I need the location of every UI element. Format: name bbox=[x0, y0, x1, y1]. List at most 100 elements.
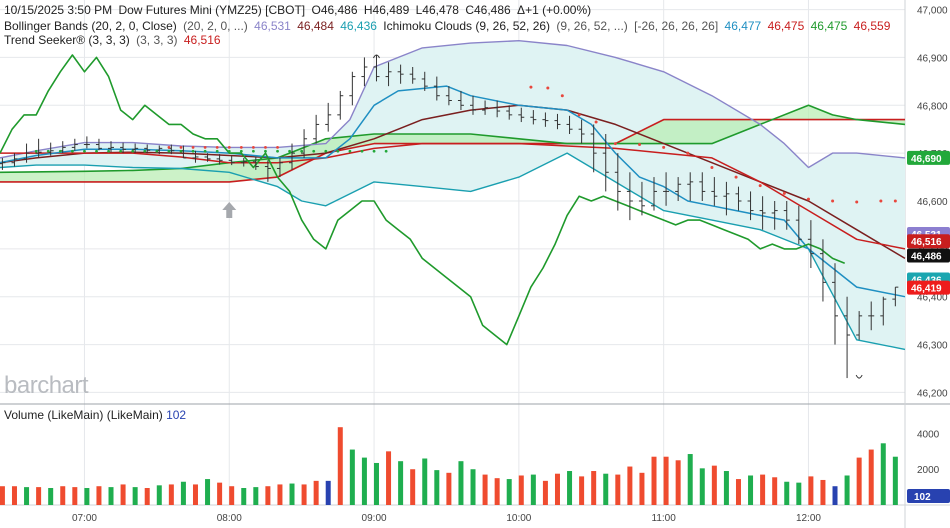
volume-bar bbox=[277, 484, 283, 505]
volume-bar bbox=[880, 443, 886, 505]
time-tick-label: 09:00 bbox=[362, 513, 387, 524]
price-bar bbox=[325, 102, 332, 132]
price-bar bbox=[651, 177, 658, 211]
legend-bb-short[interactable]: (20, 2, 0, ...) bbox=[183, 19, 248, 33]
price-bar bbox=[23, 143, 30, 163]
legend-close: C46,486 bbox=[465, 3, 511, 17]
price-bar bbox=[108, 141, 115, 153]
trend-seeker-dot bbox=[879, 199, 883, 203]
volume-bar bbox=[361, 457, 367, 505]
price-bar bbox=[626, 172, 633, 221]
trend-seeker-dot bbox=[252, 149, 255, 153]
volume-bar bbox=[0, 486, 5, 505]
trend-seeker-dot bbox=[239, 146, 243, 149]
volume-bar bbox=[808, 476, 814, 505]
trend-seeker-dot bbox=[131, 149, 135, 153]
trend-seeker-dot bbox=[167, 146, 171, 149]
volume-bar bbox=[711, 465, 717, 505]
price-bar bbox=[638, 181, 645, 216]
price-bar bbox=[301, 129, 308, 158]
volume-bar bbox=[229, 486, 235, 505]
chikou-line bbox=[0, 54, 845, 346]
trend-seeker-dot bbox=[384, 149, 388, 153]
price-bar bbox=[783, 201, 790, 230]
legend-ich-tenkan: 46,477 bbox=[724, 19, 762, 33]
volume-bar bbox=[868, 449, 874, 505]
legend-high: H46,489 bbox=[363, 3, 410, 17]
volume-bar bbox=[892, 456, 898, 505]
trend-seeker-dot bbox=[95, 149, 98, 153]
session-low-marker bbox=[855, 374, 863, 379]
price-bar bbox=[457, 90, 464, 111]
volume-bar bbox=[772, 477, 778, 505]
volume-bar bbox=[470, 469, 476, 505]
price-bar bbox=[542, 112, 549, 127]
trend-seeker-dots bbox=[34, 85, 897, 218]
price-bar bbox=[373, 55, 380, 82]
trend-seeker-dot bbox=[782, 191, 786, 195]
time-axis[interactable]: 07:00 08:00 09:00 10:00 11:00 12:00 bbox=[72, 513, 821, 524]
trend-seeker-dot bbox=[734, 175, 738, 179]
trend-seeker-dot bbox=[336, 149, 340, 153]
volume-bar bbox=[844, 475, 850, 505]
trend-seeker-dot bbox=[119, 149, 123, 153]
legend-bb-label[interactable]: Bollinger Bands (20, 2, 0, Close) bbox=[4, 19, 177, 33]
indicator-lines bbox=[0, 40, 906, 351]
price-bar bbox=[144, 144, 151, 154]
price-badge bbox=[907, 234, 950, 249]
price-bar bbox=[807, 220, 814, 268]
trend-seeker-dot bbox=[560, 94, 564, 98]
trend-seeker-dot bbox=[276, 146, 279, 149]
bollinger-fill bbox=[0, 40, 905, 350]
volume-bar bbox=[60, 486, 66, 505]
price-bar bbox=[892, 286, 899, 307]
volume-label[interactable]: Volume (LikeMain) bbox=[4, 408, 104, 422]
volume-bar bbox=[301, 484, 307, 505]
price-bar bbox=[445, 86, 452, 106]
price-bar bbox=[397, 64, 404, 84]
price-tick-label: 47,000 bbox=[917, 6, 948, 17]
price-badge bbox=[907, 280, 950, 295]
volume-last: 102 bbox=[166, 408, 187, 422]
volume-bar bbox=[760, 474, 766, 505]
trend-seeker-dot bbox=[348, 149, 352, 153]
price-tick-label: 46,900 bbox=[917, 53, 948, 64]
legend-ich-label[interactable]: Ichimoku Clouds (9, 26, 52, 26) bbox=[383, 19, 551, 33]
trend-seeker-dot bbox=[203, 146, 207, 149]
price-bar bbox=[349, 71, 356, 106]
volume-bar bbox=[168, 484, 174, 505]
legend-ich-params: [-26, 26, 26, 26] bbox=[634, 19, 719, 33]
price-bar bbox=[289, 143, 296, 170]
price-bar bbox=[723, 181, 730, 216]
price-bar bbox=[735, 186, 742, 211]
legend-bb-upper: 46,531 bbox=[254, 19, 291, 33]
trend-seeker-dot bbox=[215, 146, 219, 149]
session-high-marker bbox=[373, 54, 380, 59]
price-bar bbox=[71, 138, 78, 151]
legend-ts-short[interactable]: (3, 3, 3) bbox=[136, 33, 178, 47]
volume-bar bbox=[796, 482, 802, 505]
volume-short[interactable]: (LikeMain) bbox=[106, 408, 163, 422]
legend-change: Δ+1 (+0.00%) bbox=[517, 3, 592, 17]
barchart-watermark: barchart bbox=[4, 372, 89, 399]
legend-ts-label[interactable]: Trend Seeker® (3, 3, 3) bbox=[4, 33, 130, 47]
price-tick-label: 46,600 bbox=[917, 197, 948, 208]
price-bar bbox=[228, 155, 235, 166]
legend-low: L46,478 bbox=[415, 3, 459, 17]
legend-ich-short[interactable]: (9, 26, 52, ...) bbox=[556, 19, 628, 33]
trend-seeker-dot bbox=[252, 146, 255, 149]
price-bar bbox=[699, 172, 706, 201]
volume-bar bbox=[675, 460, 681, 505]
legend-ts-value: 46,516 bbox=[183, 33, 221, 47]
price-bar bbox=[518, 107, 525, 123]
volume-bar bbox=[663, 456, 669, 505]
trend-seeker-dot bbox=[324, 149, 328, 153]
volume-last-badge bbox=[907, 489, 950, 503]
trend-seeker-dot bbox=[710, 166, 714, 169]
legend-bb-lower: 46,436 bbox=[340, 19, 377, 33]
price-bar bbox=[204, 153, 211, 162]
volume-last-value: 102 bbox=[914, 492, 931, 503]
price-tick-label: 46,400 bbox=[917, 293, 948, 304]
trend-seeker-dot bbox=[179, 146, 183, 149]
